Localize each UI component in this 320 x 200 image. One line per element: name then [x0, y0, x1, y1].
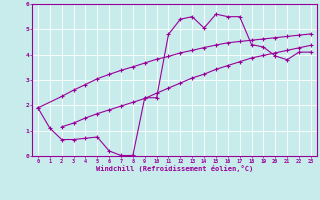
X-axis label: Windchill (Refroidissement éolien,°C): Windchill (Refroidissement éolien,°C)	[96, 165, 253, 172]
